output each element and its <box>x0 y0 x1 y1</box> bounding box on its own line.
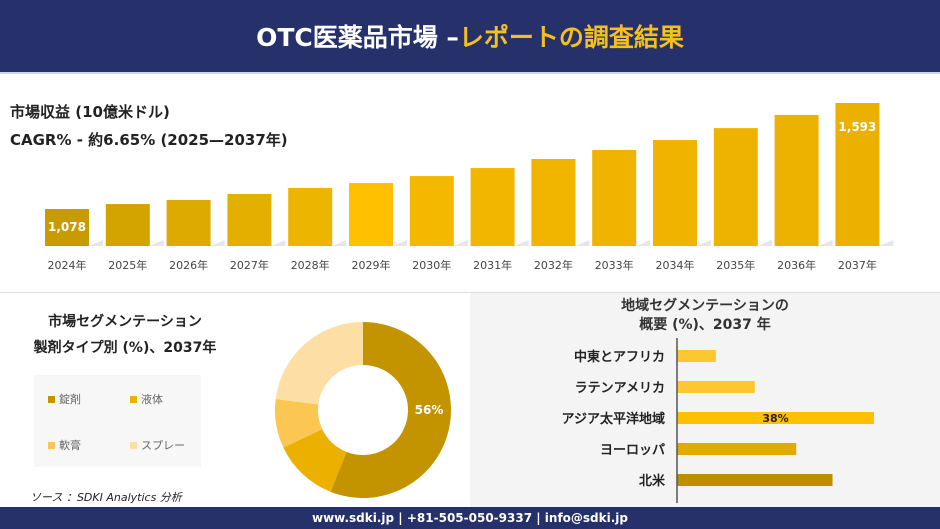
donut-slice <box>275 398 323 448</box>
bar <box>713 128 758 246</box>
region-panel <box>470 293 940 507</box>
x-tick-label: 2024年 <box>48 258 87 272</box>
region-label: 北米 <box>639 473 666 489</box>
x-tick-label: 2025年 <box>108 258 147 272</box>
bar-shadow <box>879 240 894 246</box>
bar <box>166 199 211 246</box>
bar <box>774 114 819 246</box>
bar-shadow <box>757 240 772 246</box>
title-highlight: レポートの調査結果 <box>458 23 684 52</box>
bar-shadow <box>332 240 347 246</box>
bar <box>409 176 454 246</box>
x-tick-label: 2033年 <box>595 258 634 272</box>
region-label: 中東とアフリカ <box>574 349 665 365</box>
region-bar <box>677 474 833 486</box>
bar <box>227 193 272 246</box>
bar <box>653 140 697 246</box>
bar <box>349 183 393 246</box>
bar <box>592 149 637 246</box>
x-tick-label: 2030年 <box>412 258 451 272</box>
bar-shadow <box>393 240 407 246</box>
donut-slice <box>275 322 363 405</box>
legend-item: 液体 <box>130 391 163 407</box>
x-tick-label: 2035年 <box>716 258 755 272</box>
revenue-title: 市場収益 (10億米ドル) <box>10 103 170 121</box>
x-tick-label: 2026年 <box>169 258 208 272</box>
donut-slice <box>330 322 451 498</box>
bar <box>288 188 333 246</box>
region-label: ヨーロッパ <box>600 443 665 458</box>
bar <box>835 103 880 246</box>
x-tick-label: 2034年 <box>656 258 695 272</box>
region-title-1: 地域セグメンテーションの <box>621 298 789 314</box>
bar-shadow <box>636 240 651 246</box>
bar-shadow <box>89 240 103 246</box>
region-label: ラテンアメリカ <box>575 381 665 396</box>
data-label: 38% <box>762 412 788 425</box>
data-label: 56% <box>415 403 444 417</box>
bar-shadow <box>453 240 468 246</box>
region-title-2: 概要 (%)、2037 年 <box>639 317 771 333</box>
segment-title-2: 製剤タイプ別 (%)、2037年 <box>33 340 217 356</box>
donut-legend: 錠剤 液体 軟膏 スプレー <box>34 375 201 467</box>
legend-item: スプレー <box>130 437 185 453</box>
bar <box>105 204 150 246</box>
x-tick-label: 2029年 <box>352 258 391 272</box>
data-label: 1,593 <box>838 120 876 134</box>
region-bar <box>677 443 797 455</box>
header-banner: OTC医薬品市場 – レポートの調査結果 <box>0 0 940 74</box>
region-label: アジア太平洋地域 <box>562 411 665 427</box>
source-note: ソース ：SDKI Analytics 分析 <box>30 491 182 504</box>
bar-shadow <box>818 240 833 246</box>
x-tick-label: 2027年 <box>230 258 269 272</box>
bar-shadow <box>271 240 286 246</box>
bar-shadow <box>514 240 529 246</box>
x-tick-label: 2031年 <box>473 258 512 272</box>
bar <box>470 168 515 246</box>
bar-shadow <box>149 240 164 246</box>
bar-shadow <box>575 240 590 246</box>
x-tick-label: 2037年 <box>838 258 877 272</box>
revenue-bar-chart: 2024年 1,078 2025年 2026年 2027年 2028年 2029年 2030年… <box>45 103 894 272</box>
cagr-text: CAGR% - 約6.65% (2025—2037年) <box>10 131 288 149</box>
legend-item: 錠剤 <box>48 391 81 407</box>
segment-title-1: 市場セグメンテーション <box>48 314 202 330</box>
x-tick-label: 2032年 <box>534 258 573 272</box>
region-bar <box>677 350 716 362</box>
data-label: 1,078 <box>48 220 86 234</box>
donut-slice <box>283 429 347 492</box>
title-main: OTC医薬品市場 – <box>256 23 459 52</box>
bar-shadow <box>210 240 225 246</box>
region-bar <box>677 381 755 393</box>
x-tick-label: 2036年 <box>777 258 816 272</box>
legend-item: 軟膏 <box>48 437 81 453</box>
bar-shadow <box>697 240 711 246</box>
bar <box>45 209 89 246</box>
x-tick-label: 2028年 <box>291 258 330 272</box>
footer-contact: www.sdki.jp | +81-505-050-9337 | info@sd… <box>0 507 940 529</box>
region-bar <box>677 412 874 424</box>
formulation-donut-chart: 56% <box>275 322 451 498</box>
divider <box>0 292 940 293</box>
bar <box>531 158 576 246</box>
